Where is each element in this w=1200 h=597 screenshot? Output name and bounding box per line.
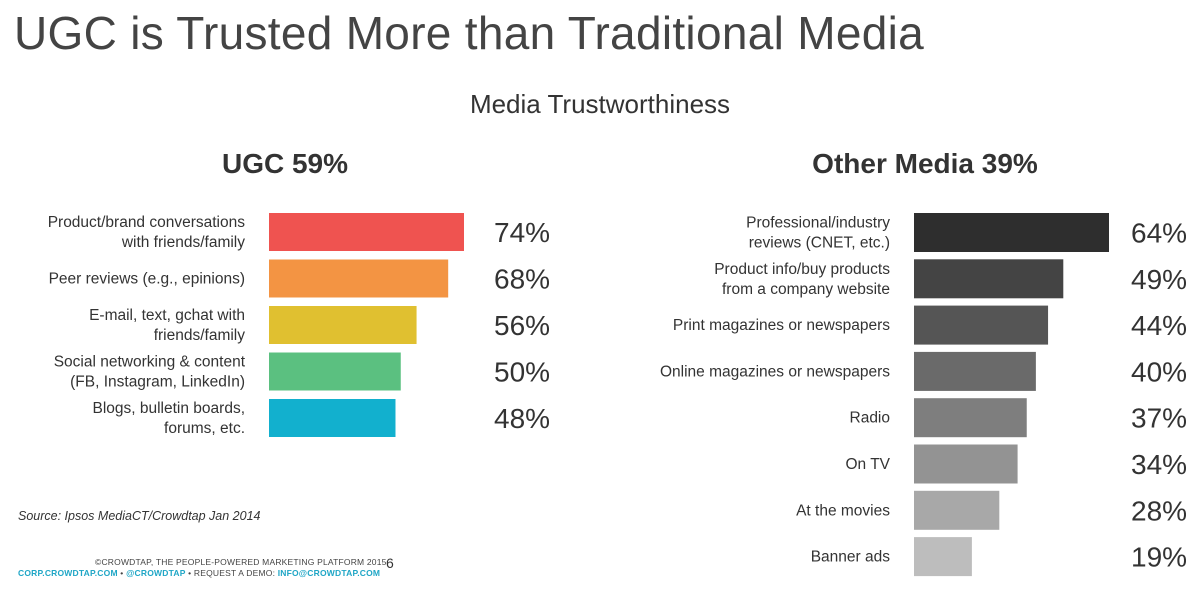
other-media-bar-3	[914, 305, 1049, 345]
other-media-category-label-8: Banner ads	[811, 549, 891, 566]
other-media-value-label-4: 40%	[1131, 356, 1187, 387]
ugc-bar-2	[269, 259, 449, 298]
other-media-bar-6	[914, 444, 1018, 484]
other-media-value-label-3: 44%	[1131, 310, 1187, 341]
email-link[interactable]: INFO@CROWDTAP.COM	[277, 568, 381, 578]
other-media-value-label-5: 37%	[1131, 403, 1187, 434]
other-media-category-label-2: Product info/buy products from a company …	[714, 261, 890, 298]
ugc-category-label-1: Product/brand conversations with friends/…	[48, 214, 246, 251]
ugc-bar-1	[269, 213, 464, 251]
other-media-value-label-1: 64%	[1131, 218, 1187, 249]
ugc-panel-heading: UGC 59%	[221, 148, 349, 179]
footer-separator: •	[117, 568, 127, 578]
other-media-value-label-6: 34%	[1131, 449, 1187, 480]
footer-demo-text: • REQUEST A DEMO:	[185, 568, 278, 578]
other-media-category-label-1: Professional/industry reviews (CNET, etc.…	[746, 215, 890, 252]
other-media-value-label-7: 28%	[1131, 495, 1187, 526]
ugc-value-label-5: 48%	[494, 403, 550, 434]
other-media-value-label-8: 19%	[1131, 542, 1187, 573]
ugc-value-label-4: 50%	[494, 357, 550, 388]
ugc-category-label-5: Blogs, bulletin boards, forums, etc.	[92, 400, 245, 437]
other-media-bar-5	[914, 398, 1027, 438]
footer-links: CORP.CROWDTAP.COM • @CROWDTAP • REQUEST …	[18, 568, 380, 578]
ugc-bar-4	[269, 352, 401, 391]
source-note: Source: Ipsos MediaCT/Crowdtap Jan 2014	[18, 509, 261, 523]
chart-subtitle: Media Trustworthiness	[469, 89, 731, 119]
ugc-bar-5	[269, 399, 396, 437]
other-media-category-label-6: On TV	[845, 456, 890, 473]
other-media-bar-4	[914, 351, 1036, 391]
other-media-category-label-7: At the movies	[796, 502, 890, 519]
other-media-category-label-5: Radio	[850, 410, 891, 427]
other-media-bar-7	[914, 490, 1000, 530]
ugc-category-label-3: E-mail, text, gchat with friends/family	[89, 307, 245, 344]
other-media-bar-2	[914, 259, 1064, 299]
twitter-link[interactable]: @CROWDTAP	[126, 568, 186, 578]
footer-copyright: ©CROWDTAP, THE PEOPLE-POWERED MARKETING …	[95, 557, 387, 567]
other-media-bar-8	[914, 537, 972, 577]
ugc-category-label-2: Peer reviews (e.g., epinions)	[49, 271, 245, 288]
slide-title: UGC is Trusted More than Traditional Med…	[14, 7, 924, 59]
other-media-value-label-2: 49%	[1131, 264, 1187, 295]
ugc-bar-3	[269, 306, 417, 344]
ugc-value-label-1: 74%	[494, 217, 550, 248]
other-media-bar-1	[914, 213, 1109, 252]
page-number: 6	[386, 555, 394, 571]
other-media-category-label-3: Print magazines or newspapers	[673, 317, 890, 334]
ugc-category-label-4: Social networking & content (FB, Instagra…	[54, 354, 246, 391]
other-media-panel-heading: Other Media 39%	[812, 148, 1038, 179]
ugc-value-label-3: 56%	[494, 310, 550, 341]
site-link[interactable]: CORP.CROWDTAP.COM	[18, 568, 118, 578]
ugc-value-label-2: 68%	[494, 264, 550, 295]
other-media-category-label-4: Online magazines or newspapers	[660, 363, 890, 380]
